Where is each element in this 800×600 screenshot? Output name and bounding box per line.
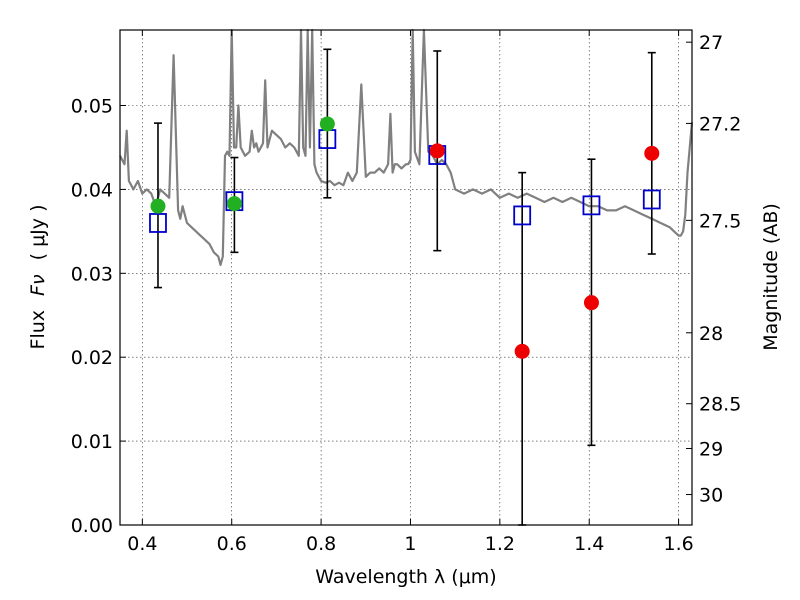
y-axis-label-symbol: Fν: [27, 274, 49, 296]
y-tick-label: 0.04: [71, 179, 113, 201]
x-axis-label: Wavelength λ (μm): [315, 566, 496, 588]
observed-point-red: [514, 343, 530, 359]
y-tick-label: 0.01: [71, 431, 113, 453]
observed-point-green: [319, 116, 335, 132]
x-tick-label: 0.8: [306, 533, 336, 555]
y2-axis-label: Magnitude (AB): [760, 203, 782, 351]
y-axis-label-prefix: Flux: [27, 310, 49, 350]
model-point-box: [513, 205, 532, 226]
observed-point-red: [429, 143, 445, 159]
observed-points: [150, 116, 660, 359]
template-spectrum-line: [119, 28, 694, 266]
observed-point-red: [583, 295, 599, 311]
x-tick-label: 0.4: [127, 533, 157, 555]
model-point-box: [149, 213, 167, 233]
plot-frame: [119, 29, 693, 526]
observed-point-red: [644, 145, 660, 161]
model-points: [149, 129, 661, 233]
x-axis-ticks: 0.4 0.6 0.8 1 1.2 1.4 1.6: [127, 30, 694, 555]
y-axis-label-unit: ( μJy ): [27, 205, 49, 261]
y2-tick-label: 27.2: [699, 113, 741, 135]
x-tick-label: 0.6: [217, 533, 247, 555]
x-tick-label: 1: [404, 533, 416, 555]
y2-tick-label: 27.5: [699, 210, 741, 232]
model-point-box: [642, 189, 661, 210]
y2-tick-label: 29: [699, 438, 723, 460]
observed-point-green: [226, 196, 242, 212]
y2-tick-label: 28.5: [699, 394, 741, 416]
y-axis-ticks: 0.00 0.01 0.02 0.03 0.04 0.05: [71, 96, 126, 537]
x-tick-label: 1.2: [485, 533, 515, 555]
y2-tick-label: 28: [699, 323, 723, 345]
y2-tick-label: 30: [699, 485, 723, 507]
x-tick-label: 1.4: [574, 533, 604, 555]
grid-lines: [120, 30, 692, 526]
template-spectrum: [119, 28, 694, 266]
y-tick-label: 0.00: [71, 515, 113, 537]
observed-point-green: [150, 198, 166, 214]
model-point-box: [582, 195, 601, 216]
y-axis-label: Flux Fν ( μJy ): [27, 205, 49, 350]
y-tick-label: 0.02: [71, 347, 113, 369]
x-tick-label: 1.6: [663, 533, 693, 555]
y-tick-label: 0.03: [71, 263, 113, 285]
y2-tick-label: 27: [699, 32, 723, 54]
y2-axis-ticks: 27 27.2 27.5 28 28.5 29 30: [686, 32, 741, 507]
y-tick-label: 0.05: [71, 96, 113, 118]
